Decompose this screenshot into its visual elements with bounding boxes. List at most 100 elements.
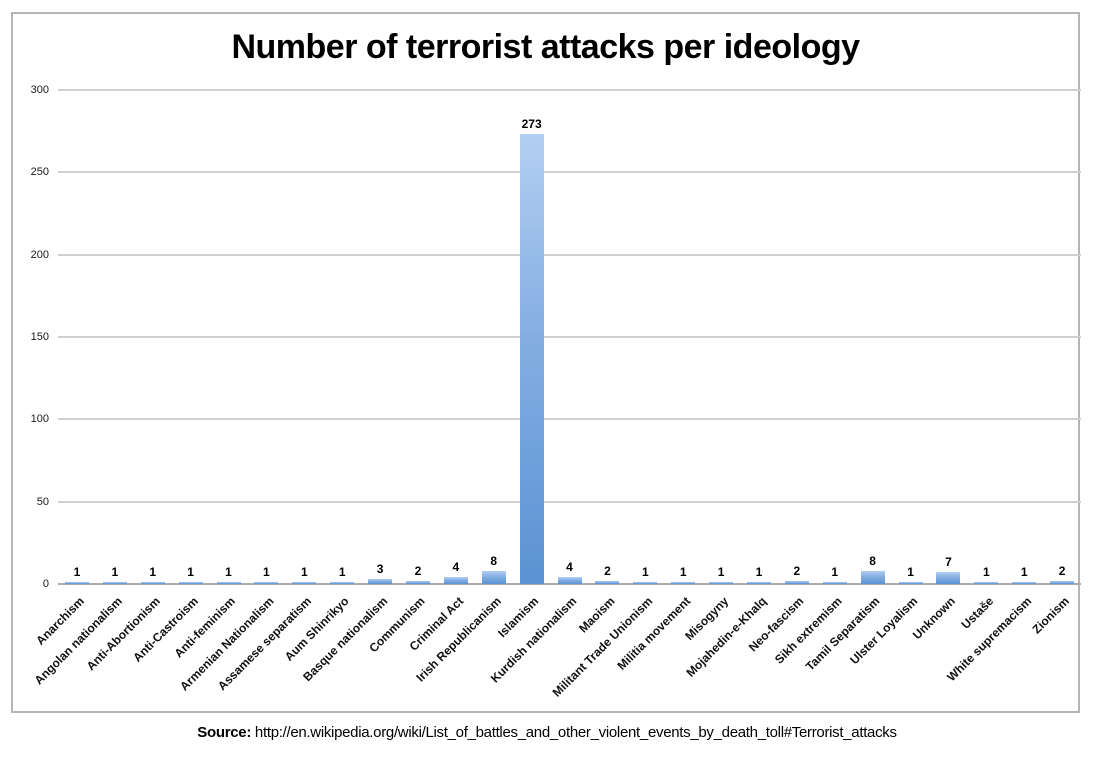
y-tick-label-0: 0 (42, 578, 49, 590)
bar-slot: 273 (513, 90, 551, 584)
x-category-label: Ulster Loyalism (847, 594, 921, 668)
bar (254, 582, 279, 584)
x-axis-labels: Anarchism Angolan nationalism Anti-Abortio… (31, 588, 1081, 708)
bar (368, 579, 393, 584)
source-line: Source: http://en.wikipedia.org/wiki/Lis… (0, 724, 1094, 741)
bar-value-label: 1 (641, 565, 649, 580)
bar-slot: 1 (323, 90, 361, 584)
bar-value-label: 2 (793, 563, 801, 578)
bar (784, 580, 809, 584)
bar-slot: 8 (854, 90, 892, 584)
bar (1012, 582, 1037, 584)
bar-slot: 1 (967, 90, 1005, 584)
gridline-200 (58, 253, 1081, 256)
y-tick-label-200: 200 (30, 248, 49, 261)
x-category-label: Militia movement (614, 594, 694, 673)
bar-slot: 1 (96, 90, 134, 584)
bar-value-label: 2 (604, 563, 611, 578)
bar-slot: 1 (740, 90, 778, 584)
bar (405, 580, 430, 584)
bar-slot: 1 (134, 90, 172, 584)
y-tick-label-150: 150 (30, 331, 49, 343)
bar (481, 570, 506, 584)
bar-value-label: 7 (945, 555, 952, 570)
y-tick-label-100: 100 (30, 413, 49, 426)
bar-slot: 4 (551, 90, 589, 584)
bar-slot: 1 (1005, 90, 1043, 584)
bar-value-label: 3 (376, 562, 384, 577)
bar-value-label: 273 (521, 117, 542, 132)
bar (64, 582, 89, 584)
source-label: Source: (197, 724, 255, 741)
bar-slot: 1 (892, 90, 930, 584)
y-tick-label-250: 250 (30, 166, 49, 179)
bar-slot: 1 (210, 90, 248, 584)
bar-value-label: 1 (717, 565, 725, 580)
bar (898, 582, 923, 584)
x-category-label: Sikh extremism (771, 594, 845, 667)
bar-slot: 1 (664, 90, 702, 584)
bar-slot: 2 (1043, 90, 1081, 584)
bar-slot: 4 (437, 90, 475, 584)
bar-slot: 1 (626, 90, 664, 584)
bar-value-label: 1 (831, 565, 839, 580)
gridline-50 (58, 500, 1081, 503)
bar-value-label: 8 (869, 553, 876, 568)
bar (519, 134, 544, 584)
bar-slot: 2 (399, 90, 437, 584)
bar-value-label: 1 (300, 565, 308, 580)
bars-row: 1 1 1 1 1 1 1 1 3 2 4 8 273 4 2 1 1 1 1 2 1 8 1 7 1 1 2 (58, 90, 1081, 584)
bar (557, 577, 582, 584)
gridline-300 (58, 89, 1081, 91)
bar-value-label: 2 (1058, 563, 1066, 578)
bar (974, 582, 999, 584)
bar (709, 582, 734, 584)
bar-value-label: 1 (907, 565, 914, 580)
x-category-label: Anti-Castroism (129, 594, 201, 665)
bar-value-label: 2 (414, 563, 422, 578)
bar-value-label: 1 (755, 565, 763, 580)
bar-value-label: 1 (982, 565, 990, 580)
bar-slot: 1 (702, 90, 740, 584)
bar (595, 580, 620, 584)
bar (671, 582, 696, 584)
bar-value-label: 1 (679, 565, 687, 580)
bar-value-label: 1 (338, 565, 346, 580)
x-axis-line (58, 583, 1081, 585)
bar-value-label: 1 (187, 565, 194, 580)
bar-slot: 7 (929, 90, 967, 584)
bar-value-label: 1 (111, 565, 119, 580)
bar-slot: 1 (172, 90, 210, 584)
bar (746, 582, 771, 584)
y-tick-label-50: 50 (36, 495, 49, 508)
plot-area: 1 1 1 1 1 1 1 1 3 2 4 8 273 4 2 1 1 1 1 2 1 8 1 7 1 1 2 0 50 100 150 2… (31, 84, 1081, 590)
bar-slot: 1 (247, 90, 285, 584)
bar-slot: 2 (778, 90, 816, 584)
bar (936, 572, 961, 584)
bar-value-label: 4 (452, 560, 460, 575)
bar-slot: 3 (361, 90, 399, 584)
gridline-100 (58, 418, 1081, 421)
bar-value-label: 1 (73, 565, 81, 580)
bar (443, 577, 468, 584)
bar-slot: 1 (816, 90, 854, 584)
bar-slot: 8 (475, 90, 513, 584)
bar (633, 582, 658, 584)
bar (292, 582, 317, 584)
bar (1050, 580, 1075, 584)
source-url: http://en.wikipedia.org/wiki/List_of_bat… (254, 724, 897, 741)
bar (102, 582, 127, 584)
bar-value-label: 8 (490, 553, 498, 568)
bar (140, 582, 165, 584)
x-category-label: Zionism (1029, 594, 1072, 637)
bar-value-label: 1 (149, 565, 157, 580)
bar-slot: 1 (58, 90, 96, 584)
chart-title: Number of terrorist attacks per ideology (231, 28, 860, 66)
bar (216, 582, 241, 584)
bar (822, 582, 847, 584)
y-tick-label-300: 300 (30, 84, 49, 96)
bar-value-label: 1 (1020, 565, 1028, 580)
bar (860, 570, 885, 584)
bar-slot: 2 (588, 90, 626, 584)
bar-value-label: 1 (263, 565, 270, 580)
